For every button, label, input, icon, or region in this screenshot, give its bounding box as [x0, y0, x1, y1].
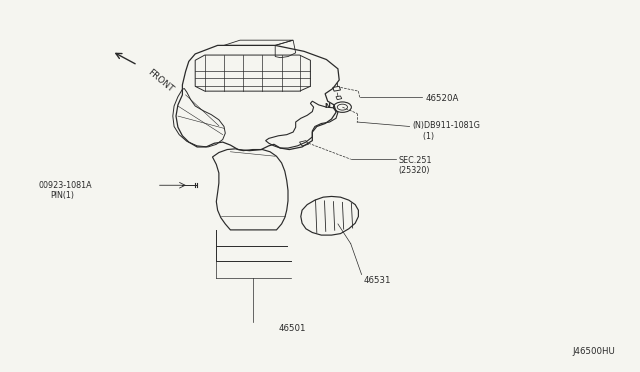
Text: 46501: 46501	[278, 324, 306, 333]
Text: J46500HU: J46500HU	[573, 347, 616, 356]
Text: SEC.251
(25320): SEC.251 (25320)	[398, 156, 431, 175]
Text: (N)DB911-1081G
    (1): (N)DB911-1081G (1)	[413, 121, 481, 141]
Text: 46531: 46531	[364, 276, 391, 285]
Text: 00923-1081A: 00923-1081A	[38, 181, 92, 190]
Text: 46520A: 46520A	[426, 94, 459, 103]
Text: PIN(1): PIN(1)	[50, 191, 74, 200]
Text: N: N	[324, 103, 330, 109]
Text: FRONT: FRONT	[146, 68, 175, 94]
